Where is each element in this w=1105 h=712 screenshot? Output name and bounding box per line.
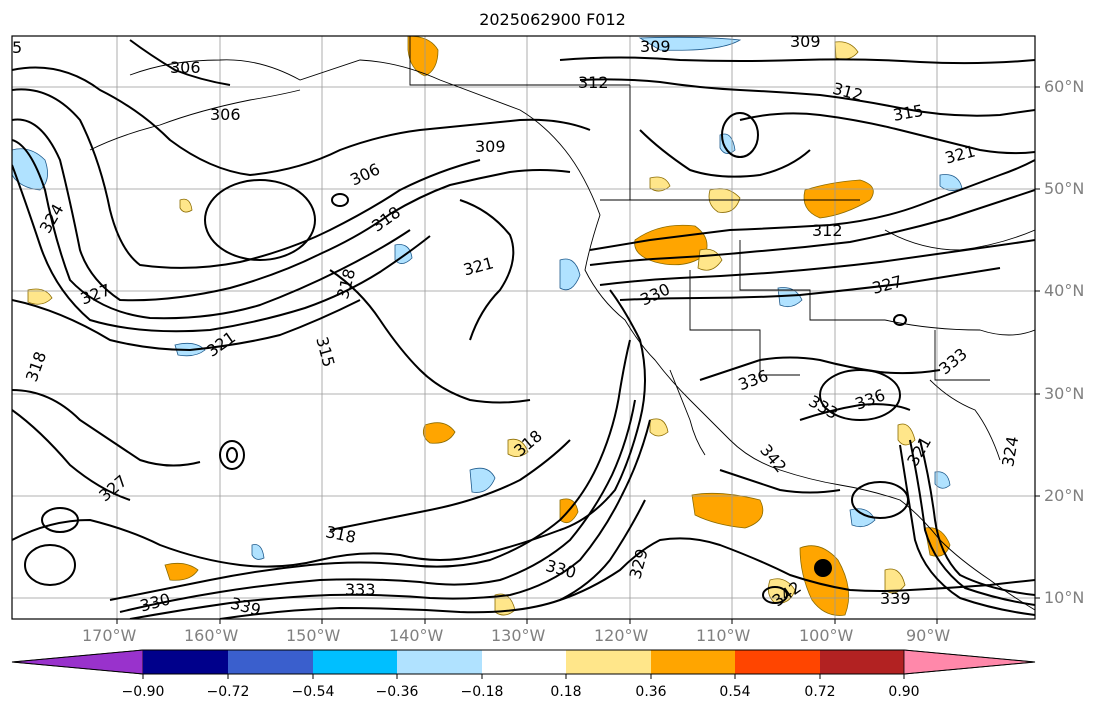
latitude-label: 60°N [1044,77,1084,96]
colorbar-tick-label: −0.72 [207,684,250,700]
contour-label: 306 [210,105,241,124]
longitude-label: 150°W [286,626,340,645]
colorbar-segment [12,650,143,674]
contour-label: 5 [12,38,22,57]
colorbar [12,650,1035,679]
longitude-label: 160°W [184,626,238,645]
colorbar-segment [566,650,651,674]
longitude-label: 110°W [696,626,750,645]
latitude-label: 30°N [1044,384,1084,403]
colorbar-segment [904,650,1035,674]
colorbar-segment [820,650,904,674]
contour-label: 312 [812,221,843,240]
longitude-label: 130°W [491,626,545,645]
contour-label: 339 [880,589,911,608]
colorbar-tick-label: 0.18 [550,684,581,700]
contour-label: 309 [640,37,671,56]
latitude-label: 50°N [1044,179,1084,198]
plot-title: 2025062900 F012 [0,10,1105,29]
colorbar-tick-label: 0.54 [719,684,750,700]
colorbar-tick-label: −0.54 [292,684,335,700]
contour-label: 312 [578,73,609,92]
colorbar-tick-label: 0.72 [804,684,835,700]
contour-label: 309 [475,137,506,156]
longitude-label: 140°W [389,626,443,645]
colorbar-segment [482,650,566,674]
longitude-label: 100°W [799,626,853,645]
storm-center-marker [814,559,832,577]
contour-label: 333 [345,580,376,599]
longitude-label: 170°W [82,626,136,645]
colorbar-tick-label: 0.36 [635,684,666,700]
latitude-label: 10°N [1044,588,1084,607]
colorbar-tick-label: 0.90 [888,684,919,700]
contour-label: 309 [790,32,821,51]
colorbar-segment [651,650,735,674]
colorbar-segment [735,650,820,674]
colorbar-tick-label: −0.90 [122,684,165,700]
colorbar-segment [143,650,228,674]
colorbar-segment [397,650,482,674]
longitude-label: 120°W [594,626,648,645]
colorbar-segment [228,650,313,674]
colorbar-tick-label: −0.18 [461,684,504,700]
contour-label: 306 [170,58,201,77]
colorbar-segment [313,650,397,674]
longitude-label: 90°W [906,626,950,645]
latitude-label: 20°N [1044,486,1084,505]
colorbar-tick-label: −0.36 [376,684,419,700]
latitude-label: 40°N [1044,281,1084,300]
